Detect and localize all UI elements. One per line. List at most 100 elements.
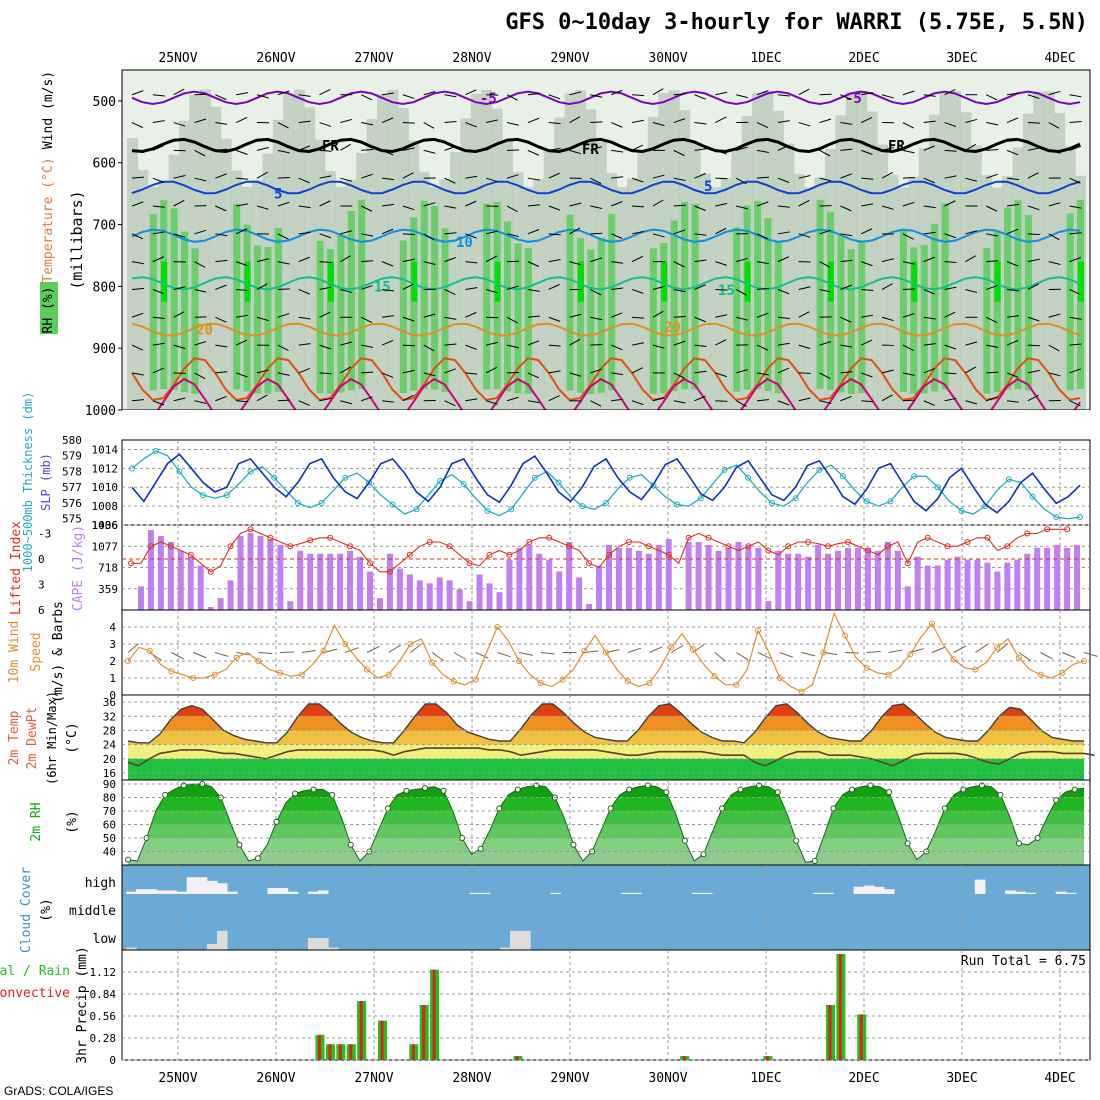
wind-barb (1006, 228, 1019, 235)
thickness-line-point (674, 501, 681, 508)
wind-barb (173, 311, 185, 318)
wind-barb (986, 205, 998, 212)
li-line-point (944, 543, 951, 550)
wind-ytick: 1 (109, 672, 116, 685)
wind-barb (757, 176, 770, 179)
wind-barb (360, 205, 373, 212)
wind-barb (986, 260, 999, 263)
rh2m-point (1016, 840, 1023, 847)
wind-barb (173, 344, 186, 350)
wind-speed-line-point (928, 620, 935, 627)
cape-bar (506, 559, 513, 610)
wind-barb (1069, 145, 1082, 151)
cape-bar (655, 544, 662, 610)
date-label-bottom: 26NOV (256, 1071, 295, 1086)
wind-barb (340, 288, 353, 294)
wind-speed-line-point (646, 680, 653, 687)
cape-bar (715, 550, 722, 610)
rh-shade-mid (554, 117, 566, 410)
wind-barb (965, 230, 978, 235)
wind-speed-line-point (233, 654, 240, 661)
rh-shade-high (347, 211, 355, 391)
wind-barb (798, 311, 810, 318)
cloud-bar (227, 891, 238, 894)
rh-shade-mid (793, 174, 805, 410)
rh2m-ytick: 60 (103, 819, 116, 832)
wind-barb (1027, 283, 1039, 290)
rh-shade-max (327, 261, 334, 302)
wind-barb (694, 259, 707, 263)
cape-bar (317, 553, 324, 610)
wind-barb (548, 172, 560, 179)
cape-bar (556, 571, 563, 610)
wind-barb (923, 231, 936, 235)
cloud-bar (823, 892, 834, 894)
rh-shade-mid (887, 174, 899, 410)
wind-barb (736, 369, 748, 374)
cape-bar (237, 536, 244, 610)
rh-shade-mid (220, 138, 232, 410)
rh-shade-high (597, 237, 605, 393)
wind-barb (527, 229, 540, 235)
li-line-point (864, 547, 871, 554)
wind-ytick: 4 (109, 621, 116, 634)
cape-ytick: 718 (98, 562, 118, 575)
wind10m-barb (996, 643, 1009, 653)
wind-barb (756, 344, 769, 351)
isotherm-line (131, 322, 1081, 337)
temp-band (128, 758, 1084, 780)
cape-bar (297, 550, 304, 610)
wind-ytick: 3 (109, 638, 116, 651)
wind-speed-line-point (298, 671, 305, 678)
wind-barb (757, 287, 770, 290)
wind-barb (215, 371, 228, 374)
rh-shade-high (660, 242, 668, 394)
thickness-line-point (531, 474, 538, 481)
wind10m-barb (497, 652, 511, 658)
date-label-bottom: 29NOV (550, 1071, 589, 1086)
thickness-line-point (129, 465, 135, 472)
rh-shade-mid (783, 143, 795, 411)
wind-barb (798, 174, 811, 179)
cape-bar (456, 589, 463, 610)
wind-barb (319, 175, 332, 179)
wind-barb (444, 257, 456, 263)
rh-shade-high (1004, 207, 1012, 390)
wind-barb (652, 122, 665, 127)
temp-ytick: 24 (103, 739, 117, 752)
wind-barb (777, 94, 790, 97)
thickness-line-point (271, 474, 278, 481)
li-line-point (765, 547, 772, 554)
wind-barb (402, 94, 415, 99)
cloud-bar (691, 892, 703, 894)
rh2m-ylabel: 2m RH (29, 802, 44, 841)
cloud-bar (1025, 892, 1036, 894)
wind-barb (902, 122, 914, 129)
cape-bar (815, 544, 822, 610)
slp-ytick: 1008 (92, 500, 119, 513)
wind-barb (715, 314, 728, 318)
wind-barb (902, 288, 915, 290)
cape-ylabel: CAPE (J/kg) (71, 525, 86, 611)
wind-barb (236, 149, 248, 155)
cape-bar (476, 574, 483, 610)
wind-barb (1007, 203, 1020, 207)
wind10m-barb (801, 652, 816, 657)
rh-shade-mid (543, 151, 555, 410)
cloud-frame (121, 864, 1091, 951)
wind-speed-line-point (1015, 654, 1022, 661)
wind-barb (735, 400, 747, 407)
rh2m-point (607, 805, 614, 812)
cape-bar (396, 568, 403, 610)
wind-barb (444, 400, 456, 407)
cape-bar (1064, 547, 1071, 610)
profile-ytick: 800 (93, 280, 116, 295)
wind-barb (486, 119, 499, 124)
wind-barb (444, 177, 456, 184)
wind-barb (777, 316, 790, 320)
wind-barb (465, 398, 478, 402)
wind-speed-line-point (364, 666, 370, 673)
wind-speed-line-point (494, 624, 501, 630)
wind-barb (840, 284, 852, 290)
cape-bar (167, 541, 174, 610)
